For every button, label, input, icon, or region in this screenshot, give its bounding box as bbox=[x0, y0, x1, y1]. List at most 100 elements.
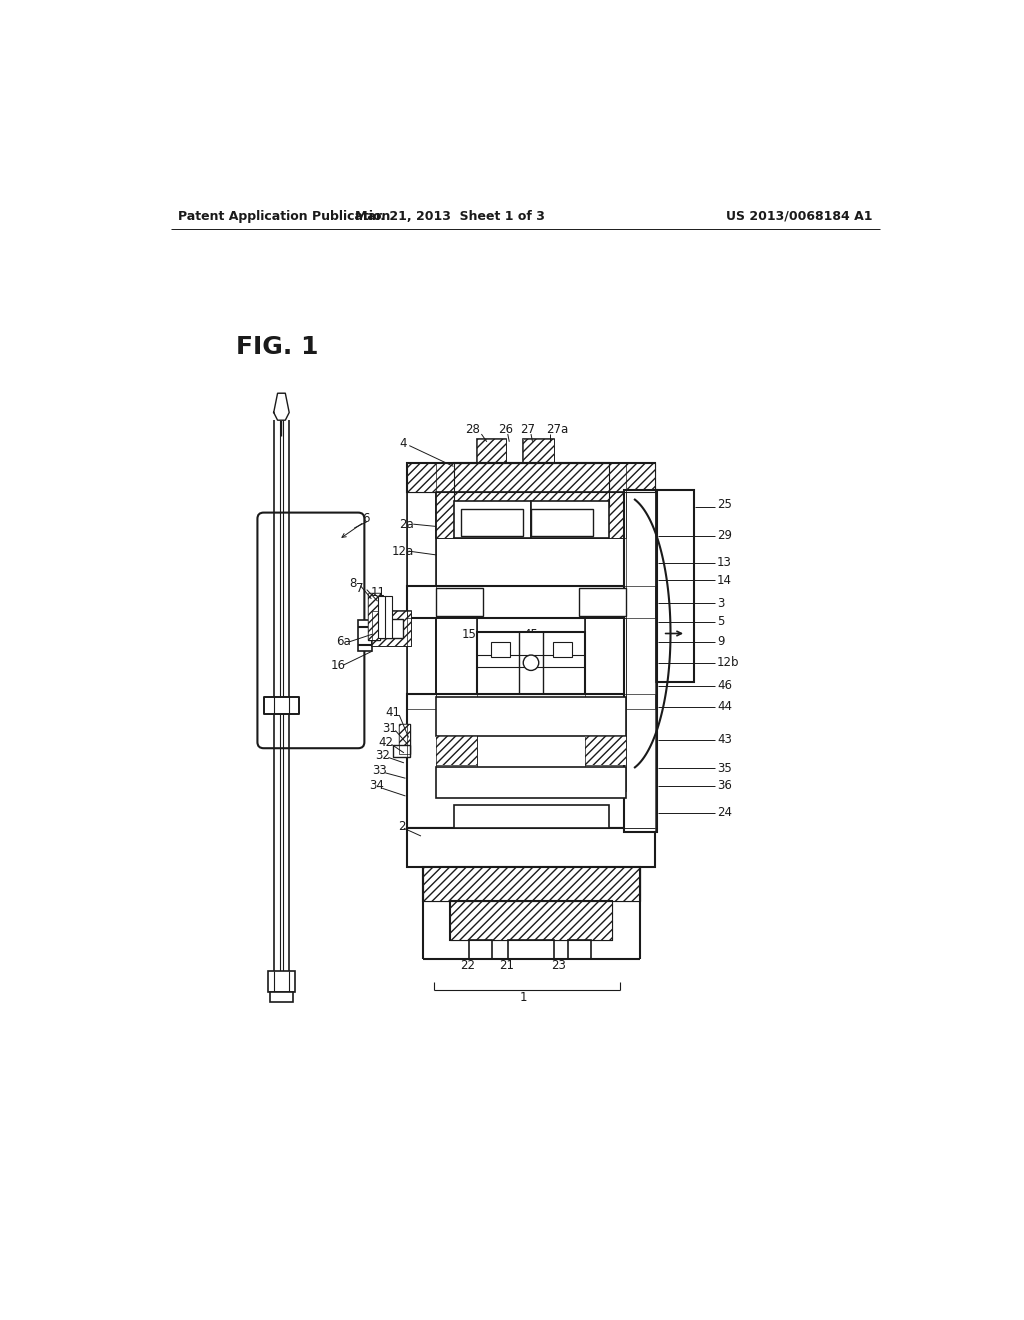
Text: 28: 28 bbox=[465, 422, 479, 436]
Bar bbox=[436, 730, 477, 792]
Bar bbox=[477, 440, 506, 462]
Bar bbox=[369, 594, 380, 640]
Bar bbox=[586, 730, 626, 792]
Bar bbox=[407, 462, 655, 492]
Bar bbox=[508, 940, 554, 960]
Bar bbox=[263, 697, 299, 714]
Bar bbox=[436, 492, 626, 539]
Bar bbox=[454, 462, 608, 506]
Bar bbox=[655, 490, 693, 682]
Bar bbox=[436, 618, 477, 730]
Bar bbox=[523, 440, 554, 462]
FancyBboxPatch shape bbox=[257, 512, 365, 748]
Bar bbox=[586, 730, 626, 792]
Text: 27a: 27a bbox=[547, 422, 568, 436]
Bar bbox=[469, 940, 493, 960]
Bar bbox=[423, 867, 640, 902]
Bar bbox=[624, 490, 656, 832]
Bar bbox=[626, 462, 655, 709]
Text: 3: 3 bbox=[717, 597, 724, 610]
Text: 11: 11 bbox=[371, 586, 386, 599]
Bar bbox=[454, 805, 608, 829]
Bar bbox=[407, 462, 655, 492]
Bar bbox=[372, 611, 411, 645]
Bar bbox=[626, 462, 655, 709]
Bar bbox=[407, 829, 655, 867]
Bar bbox=[450, 902, 612, 940]
Bar bbox=[407, 693, 655, 829]
Text: 12b: 12b bbox=[717, 656, 739, 669]
Bar bbox=[586, 618, 626, 730]
Text: 21: 21 bbox=[499, 958, 514, 972]
Bar bbox=[531, 502, 608, 539]
Bar bbox=[270, 993, 293, 1002]
Bar bbox=[385, 595, 392, 638]
Bar bbox=[490, 642, 510, 657]
Bar bbox=[477, 440, 506, 462]
Bar bbox=[553, 642, 572, 657]
Text: 15: 15 bbox=[461, 628, 476, 640]
Bar bbox=[523, 440, 554, 462]
Text: 6a: 6a bbox=[336, 635, 350, 648]
Text: 34: 34 bbox=[369, 779, 384, 792]
Text: 2: 2 bbox=[398, 820, 406, 833]
Bar bbox=[372, 611, 411, 645]
Bar bbox=[579, 589, 626, 615]
Bar bbox=[624, 490, 656, 832]
Bar bbox=[423, 867, 640, 902]
Text: 43: 43 bbox=[717, 733, 732, 746]
Bar bbox=[407, 586, 655, 618]
Bar bbox=[450, 902, 612, 940]
Bar bbox=[436, 730, 477, 792]
Text: 45: 45 bbox=[523, 628, 539, 640]
Text: 46: 46 bbox=[717, 680, 732, 693]
Text: 44: 44 bbox=[717, 700, 732, 713]
Bar bbox=[407, 693, 655, 829]
Circle shape bbox=[523, 655, 539, 671]
Bar bbox=[436, 737, 477, 766]
Bar bbox=[655, 490, 693, 682]
Bar bbox=[380, 619, 403, 638]
Bar bbox=[393, 744, 410, 756]
Bar bbox=[358, 620, 372, 651]
Bar bbox=[655, 490, 693, 682]
Text: 6: 6 bbox=[362, 512, 370, 525]
Bar bbox=[436, 767, 626, 797]
Bar bbox=[399, 725, 410, 754]
Text: 7: 7 bbox=[356, 582, 364, 594]
Text: 24: 24 bbox=[717, 807, 732, 820]
Bar bbox=[407, 693, 655, 829]
Bar bbox=[407, 462, 436, 709]
Bar bbox=[399, 725, 410, 754]
Text: 42: 42 bbox=[378, 735, 393, 748]
Text: 31: 31 bbox=[382, 722, 397, 735]
Bar bbox=[586, 737, 626, 766]
Bar bbox=[407, 829, 655, 867]
Bar bbox=[477, 440, 506, 462]
Text: 9: 9 bbox=[717, 635, 725, 648]
Bar bbox=[436, 492, 626, 539]
Bar bbox=[436, 697, 626, 737]
Bar bbox=[436, 737, 477, 766]
Bar bbox=[568, 940, 592, 960]
Bar bbox=[407, 829, 655, 867]
Text: 2a: 2a bbox=[399, 517, 414, 531]
Text: 8: 8 bbox=[349, 577, 356, 590]
Text: 14: 14 bbox=[717, 574, 732, 587]
Bar bbox=[407, 586, 655, 618]
Text: 16: 16 bbox=[331, 659, 346, 672]
Bar bbox=[586, 737, 626, 766]
Bar bbox=[461, 508, 523, 536]
Bar bbox=[586, 618, 626, 730]
Text: 1: 1 bbox=[519, 991, 527, 1005]
Bar bbox=[586, 618, 626, 730]
Bar bbox=[523, 440, 554, 462]
Text: 33: 33 bbox=[372, 764, 387, 777]
Bar bbox=[624, 490, 656, 832]
Text: 26: 26 bbox=[498, 422, 513, 436]
Bar bbox=[378, 595, 386, 638]
Text: US 2013/0068184 A1: US 2013/0068184 A1 bbox=[725, 210, 872, 223]
Text: 22: 22 bbox=[460, 958, 475, 972]
Bar bbox=[586, 730, 626, 792]
Bar bbox=[407, 462, 655, 492]
